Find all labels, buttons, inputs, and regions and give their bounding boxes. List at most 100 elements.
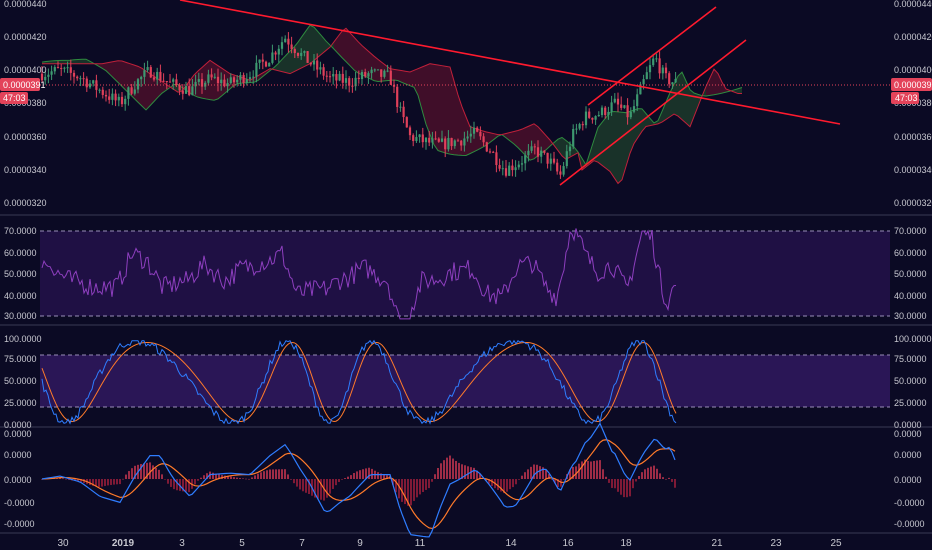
cloud-segment: [210, 60, 214, 101]
candle-body: [56, 67, 60, 69]
macd-histogram-bar: [239, 478, 241, 479]
macd-histogram-bar: [668, 477, 670, 479]
candle-body: [47, 74, 50, 77]
candle-body: [53, 67, 56, 72]
macd-histogram-bar: [140, 464, 142, 479]
macd-histogram-bar: [608, 479, 610, 483]
macd-histogram-bar: [461, 464, 463, 479]
macd-histogram-bar: [635, 479, 637, 482]
macd-histogram-bar: [392, 479, 394, 485]
cloud-segment: [626, 111, 630, 167]
macd-histogram-bar: [596, 460, 598, 479]
candle-body: [482, 136, 485, 143]
candle-body: [226, 83, 229, 87]
candle-body: [319, 67, 322, 70]
left-axis-tick: 0.0000340: [4, 165, 47, 175]
candle-body: [373, 69, 376, 71]
candle-body: [207, 74, 210, 83]
macd-histogram-bar: [125, 474, 127, 479]
cloud-segment: [738, 87, 742, 94]
candle-body: [95, 80, 98, 90]
channel-lower-line[interactable]: [559, 39, 747, 186]
macd-histogram-bar: [644, 469, 646, 479]
candle-body: [460, 140, 463, 146]
macd-histogram-bar: [515, 479, 517, 485]
right-axis-tick: 0.0000420: [894, 32, 932, 42]
macd-histogram-bar: [272, 469, 274, 479]
candle-body: [549, 158, 552, 164]
candle-body: [376, 69, 380, 71]
cloud-segment: [158, 78, 162, 98]
cloud-segment: [606, 112, 610, 172]
cloud-segment: [310, 25, 314, 64]
macd-histogram-bar: [395, 479, 397, 493]
cloud-segment: [410, 70, 414, 88]
macd-histogram-bar: [350, 475, 352, 479]
candle-body: [98, 89, 101, 91]
macd-histogram-bar: [149, 462, 151, 479]
stochastic-lines: [41, 339, 677, 425]
candle-body: [143, 70, 146, 77]
channel-upper-line[interactable]: [587, 6, 717, 106]
cloud-segment: [714, 69, 718, 95]
candle-body: [661, 67, 664, 74]
trendlines[interactable]: [179, 0, 841, 186]
candle-body: [271, 52, 274, 63]
candle-body: [108, 96, 111, 100]
candle-body: [648, 65, 652, 73]
time-axis-label: 2019: [112, 538, 135, 549]
candle-body: [76, 76, 79, 79]
macd-histogram-bar: [614, 479, 616, 489]
candle-body: [351, 85, 354, 87]
left-axis-tick: 100.0000: [4, 334, 42, 344]
macd-histogram-bar: [296, 479, 298, 487]
cloud-segment: [422, 65, 426, 125]
candle-body: [306, 51, 309, 63]
left-axis-tick: 0.0000320: [4, 198, 47, 208]
cloud-segment: [686, 81, 690, 127]
macd-histogram-bar: [95, 479, 97, 487]
candle-body: [127, 87, 130, 99]
time-axis-label: 9: [357, 538, 363, 549]
svg-text:0.0000391: 0.0000391: [3, 80, 46, 90]
candle-body: [159, 71, 162, 81]
candle-body: [511, 165, 514, 171]
cloud-segment: [342, 28, 346, 62]
candle-body: [514, 167, 517, 171]
cloud-segment: [302, 30, 306, 68]
cloud-segment: [350, 32, 354, 70]
candle-body: [444, 138, 447, 150]
macd-histogram-bar: [617, 479, 619, 492]
candle-body: [405, 117, 408, 128]
macd-histogram-bar: [269, 469, 271, 479]
candle-body: [63, 67, 66, 69]
macd-histogram-bar: [218, 474, 220, 479]
macd-histogram-bar: [275, 469, 277, 479]
macd-histogram-bar: [173, 479, 175, 490]
cloud-segment: [418, 67, 422, 110]
macd-histogram-bar: [59, 477, 61, 479]
macd-histogram-bar: [527, 469, 529, 479]
candle-body: [421, 134, 424, 143]
descending-trendline[interactable]: [179, 0, 841, 125]
macd-histogram-bar: [320, 479, 322, 500]
candle-body: [268, 62, 271, 67]
macd-histogram-bar: [623, 479, 625, 498]
macd-histogram-bar: [260, 472, 262, 479]
macd-histogram-bar: [233, 477, 235, 479]
candle-body: [472, 127, 476, 134]
macd-histogram-bar: [404, 479, 406, 505]
macd-histogram-bar: [308, 479, 310, 495]
cloud-segment: [690, 89, 694, 127]
macd-histogram-bar: [509, 479, 511, 490]
candle-body: [498, 165, 501, 169]
candle-body: [328, 76, 332, 78]
candle-body: [396, 86, 399, 107]
time-axis-label: 16: [562, 538, 574, 549]
candle-body: [591, 117, 594, 120]
macd-histogram-bar: [572, 466, 574, 479]
cloud-segment: [174, 84, 178, 93]
macd-histogram-bar: [506, 479, 508, 492]
left-axis-tick: 60.0000: [4, 248, 37, 258]
